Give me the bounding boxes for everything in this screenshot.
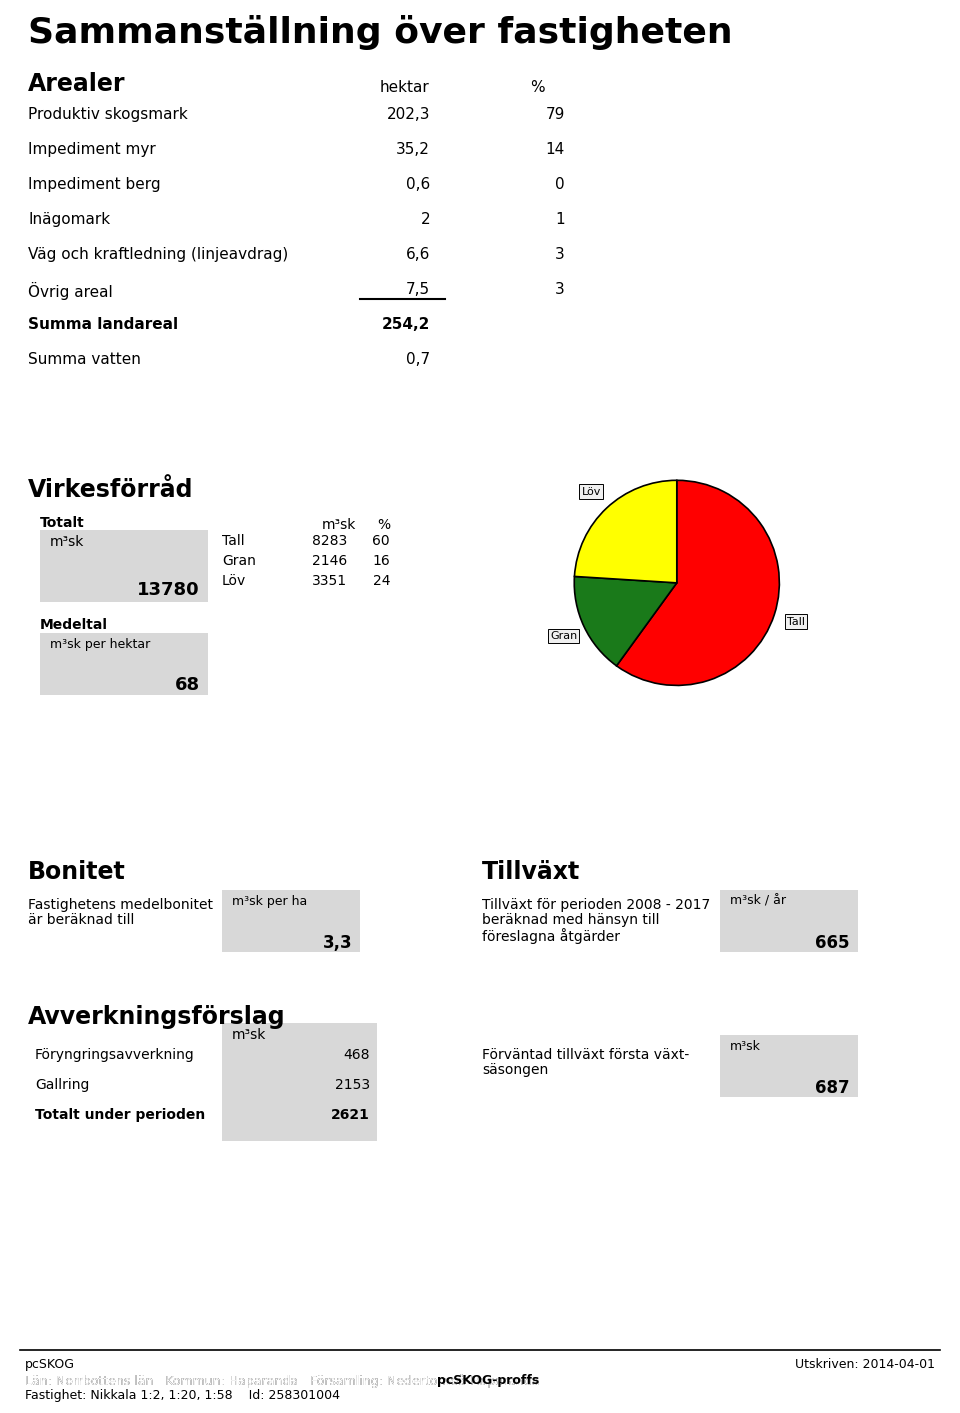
Text: 3: 3 (555, 247, 565, 261)
Bar (222, 1023, 377, 1142)
Text: m³sk per hektar: m³sk per hektar (50, 639, 151, 651)
Text: m³sk per ha: m³sk per ha (232, 894, 307, 909)
Text: 2153: 2153 (335, 1078, 370, 1092)
Text: 687: 687 (815, 1080, 850, 1096)
Text: Löv: Löv (222, 574, 247, 588)
Text: Väg och kraftledning (linjeavdrag): Väg och kraftledning (linjeavdrag) (28, 247, 288, 261)
Text: 35,2: 35,2 (396, 141, 430, 157)
Text: Län: Norrbottens län   Kommun: Haparanda   Församling: Nedertorneå-Haparanda   p: Län: Norrbottens län Kommun: Haparanda F… (25, 1373, 641, 1388)
Text: Arealer: Arealer (28, 72, 126, 96)
Text: Bonitet: Bonitet (28, 861, 126, 885)
Bar (222, 890, 360, 952)
Text: Summa vatten: Summa vatten (28, 352, 141, 367)
Text: Fastighetens medelbonitet: Fastighetens medelbonitet (28, 899, 213, 911)
Text: Gran: Gran (550, 632, 577, 642)
Text: 24: 24 (372, 574, 390, 588)
Text: Tillväxt: Tillväxt (482, 861, 580, 885)
Text: 6,6: 6,6 (406, 247, 430, 261)
Bar (40, 633, 208, 695)
Text: m³sk: m³sk (730, 1040, 761, 1053)
Text: 8283: 8283 (312, 534, 347, 548)
Text: Tillväxt för perioden 2008 - 2017: Tillväxt för perioden 2008 - 2017 (482, 899, 710, 911)
Text: 1: 1 (556, 212, 565, 227)
Text: 3,3: 3,3 (323, 934, 352, 952)
Text: 0: 0 (556, 177, 565, 192)
Text: Löv: Löv (582, 486, 601, 496)
Text: Medeltal: Medeltal (40, 617, 108, 632)
Text: Gran: Gran (222, 554, 256, 568)
Text: m³sk: m³sk (50, 536, 84, 550)
Text: m³sk: m³sk (322, 519, 356, 533)
Text: Län: Norrbottens län   Kommun: Haparanda   Församling: Nedertorneå-Haparanda: Län: Norrbottens län Kommun: Haparanda F… (25, 1373, 551, 1388)
Wedge shape (574, 480, 677, 582)
Text: 202,3: 202,3 (387, 107, 430, 122)
Text: Sammanställning över fastigheten: Sammanställning över fastigheten (28, 16, 732, 49)
Bar (40, 530, 208, 602)
Text: Virkesförråd: Virkesförråd (28, 478, 194, 502)
Text: 0,7: 0,7 (406, 352, 430, 367)
Text: m³sk: m³sk (232, 1029, 266, 1041)
Text: pcSKOG: pcSKOG (25, 1358, 75, 1371)
Text: Övrig areal: Övrig areal (28, 283, 112, 300)
Text: 254,2: 254,2 (382, 317, 430, 332)
Text: Utskriven: 2014-04-01: Utskriven: 2014-04-01 (795, 1358, 935, 1371)
Text: Förväntad tillväxt första växt-: Förväntad tillväxt första växt- (482, 1048, 689, 1063)
Text: beräknad med hänsyn till: beräknad med hänsyn till (482, 913, 660, 927)
Text: Summa landareal: Summa landareal (28, 317, 179, 332)
Text: %: % (530, 81, 544, 95)
Text: 7,5: 7,5 (406, 283, 430, 297)
Text: 2: 2 (420, 212, 430, 227)
Text: 665: 665 (815, 934, 850, 952)
Text: 14: 14 (545, 141, 565, 157)
Text: 79: 79 (545, 107, 565, 122)
Text: 60: 60 (372, 534, 390, 548)
Text: Fastighet: Nikkala 1:2, 1:20, 1:58    Id: 258301004: Fastighet: Nikkala 1:2, 1:20, 1:58 Id: 2… (25, 1389, 340, 1402)
Text: pcSKOG-proffs: pcSKOG-proffs (438, 1373, 540, 1388)
Text: Totalt: Totalt (40, 516, 84, 530)
Bar (720, 890, 858, 952)
Text: säsongen: säsongen (482, 1063, 548, 1077)
Text: 0,6: 0,6 (406, 177, 430, 192)
Text: 68: 68 (175, 675, 200, 694)
Text: 3: 3 (555, 283, 565, 297)
Text: Produktiv skogsmark: Produktiv skogsmark (28, 107, 188, 122)
Text: Gallring: Gallring (35, 1078, 89, 1092)
Text: m³sk / år: m³sk / år (730, 894, 786, 909)
Wedge shape (616, 480, 780, 685)
Text: 2621: 2621 (331, 1108, 370, 1122)
Text: 13780: 13780 (137, 581, 200, 599)
Text: hektar: hektar (380, 81, 430, 95)
Text: Inägomark: Inägomark (28, 212, 110, 227)
Text: Tall: Tall (222, 534, 245, 548)
Text: är beräknad till: är beräknad till (28, 913, 134, 927)
Text: Totalt under perioden: Totalt under perioden (35, 1108, 205, 1122)
Text: Tall: Tall (787, 616, 804, 626)
Text: Föryngringsavverkning: Föryngringsavverkning (35, 1048, 195, 1063)
Text: 16: 16 (372, 554, 390, 568)
Wedge shape (574, 577, 677, 666)
Text: 3351: 3351 (312, 574, 347, 588)
Text: föreslagna åtgärder: föreslagna åtgärder (482, 928, 620, 944)
Text: 2146: 2146 (312, 554, 347, 568)
Text: Avverkningsförslag: Avverkningsförslag (28, 1005, 286, 1029)
Text: Impediment myr: Impediment myr (28, 141, 156, 157)
Text: 468: 468 (344, 1048, 370, 1063)
Text: Impediment berg: Impediment berg (28, 177, 160, 192)
Text: %: % (377, 519, 390, 533)
Bar (720, 1034, 858, 1096)
